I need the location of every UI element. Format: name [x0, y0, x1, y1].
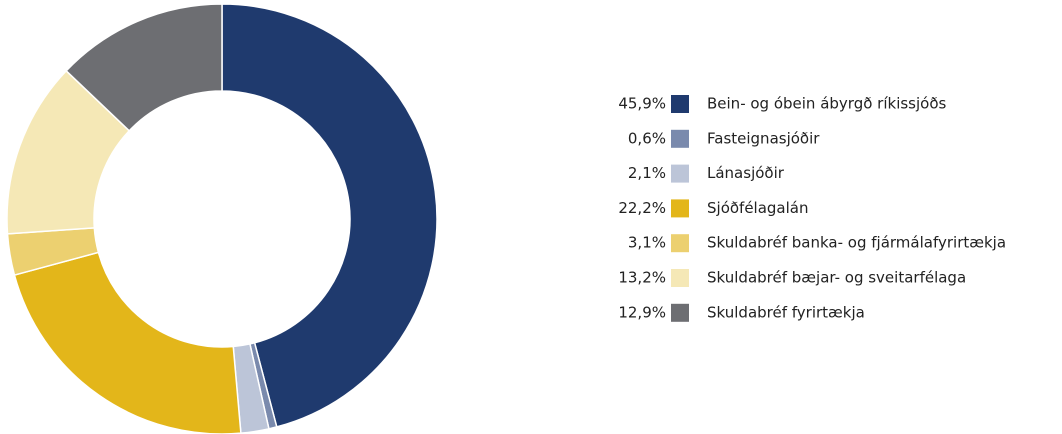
- legend-value: 22,2%: [618, 199, 666, 217]
- legend-label: Fasteignasjóðir: [707, 129, 820, 147]
- legend-value: 45,9%: [618, 95, 666, 113]
- legend-swatch: [671, 234, 689, 253]
- legend-swatch: [671, 164, 689, 183]
- legend-value: 0,6%: [628, 129, 666, 147]
- legend-swatch: [671, 199, 689, 218]
- legend-label: Skuldabréf bæjar- og sveitarfélaga: [707, 269, 966, 287]
- legend-value: 2,1%: [628, 164, 666, 182]
- legend-swatch: [671, 129, 689, 148]
- legend-label: Skuldabréf banka- og fjármálafyrirtækja: [707, 234, 1006, 252]
- legend-label: Lánasjóðir: [707, 164, 785, 182]
- legend-swatch: [671, 303, 689, 322]
- legend-label: Bein- og óbein ábyrgð ríkissjóðs: [707, 95, 947, 113]
- legend-swatch: [671, 95, 689, 113]
- slice: [13, 251, 242, 434]
- legend-swatch: [671, 269, 689, 287]
- legend-value: 12,9%: [618, 303, 666, 321]
- slice: [65, 3, 223, 132]
- legend-value: 13,2%: [618, 269, 666, 287]
- legend-label: Sjóðfélagalán: [707, 199, 809, 217]
- legend-value: 3,1%: [628, 234, 666, 252]
- slice: [221, 3, 438, 428]
- legend-label: Skuldabréf fyrirtækja: [707, 303, 865, 321]
